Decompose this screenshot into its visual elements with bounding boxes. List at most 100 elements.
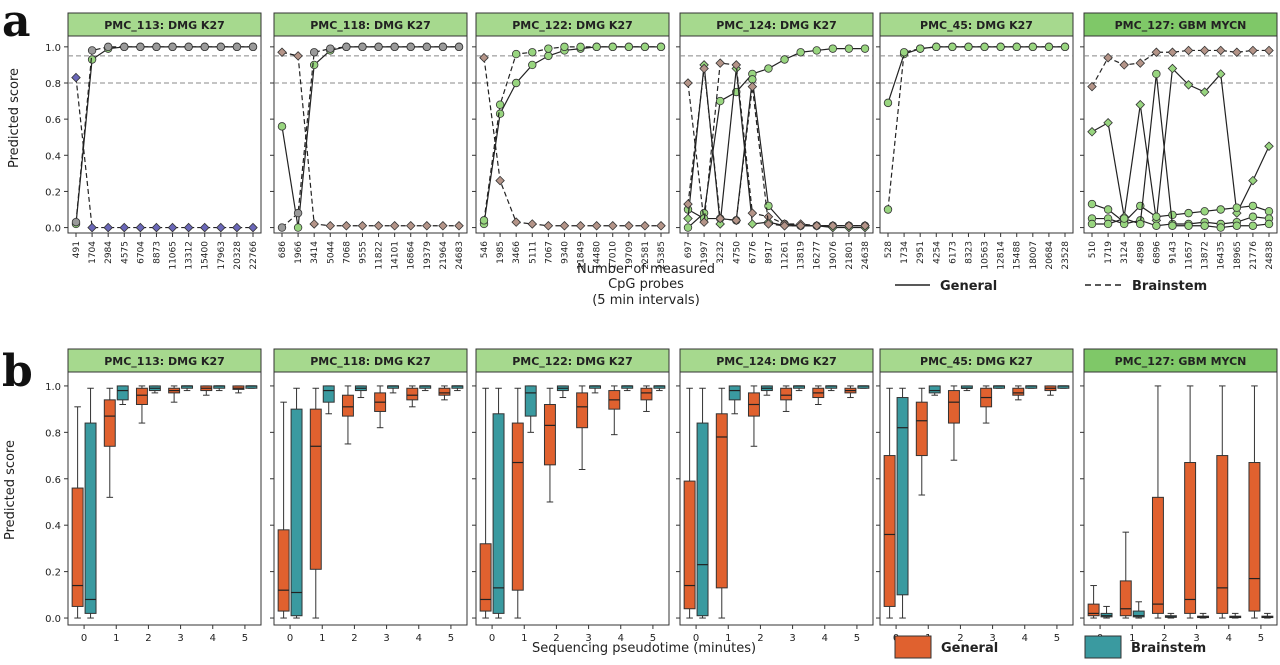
- legend-brainstem-label: Brainstem: [1132, 279, 1207, 294]
- data-point: [248, 222, 258, 233]
- x-tick-label: 1719: [1104, 241, 1114, 264]
- series-line: [1092, 73, 1270, 229]
- data-point: [1119, 60, 1129, 70]
- data-point: [1232, 47, 1242, 58]
- y-tick-label: 0.8: [45, 428, 61, 439]
- brainstem-box: [928, 385, 941, 394]
- x-tick-label: 6896: [1152, 241, 1162, 264]
- data-point: [277, 47, 287, 58]
- general-box: [479, 543, 492, 612]
- data-point: [357, 221, 368, 231]
- data-point: [607, 221, 618, 231]
- general-box: [103, 399, 116, 447]
- data-point: [996, 42, 1005, 52]
- x-tick-label: 11657: [1185, 241, 1195, 270]
- data-point: [216, 222, 226, 233]
- data-point: [1168, 210, 1177, 220]
- general-box: [1151, 496, 1164, 614]
- data-point: [390, 42, 399, 52]
- x-tick-label: 23528: [1061, 241, 1071, 270]
- data-point: [640, 221, 650, 231]
- data-point: [828, 44, 838, 53]
- data-point: [325, 221, 336, 231]
- data-point: [438, 221, 448, 231]
- series-line: [281, 51, 459, 227]
- facet-plot-frame: [879, 35, 1074, 234]
- x-tick-label: 18965: [1233, 241, 1243, 270]
- data-point: [1264, 141, 1274, 152]
- facet-plot-frame: [475, 35, 670, 234]
- data-point: [495, 100, 505, 109]
- y-tick-label: 0.0: [45, 224, 61, 235]
- x-tick-label: 6173: [948, 241, 958, 264]
- data-point: [232, 42, 242, 52]
- x-tick-label: 1: [113, 633, 119, 644]
- data-point: [640, 42, 650, 52]
- general-box: [438, 387, 451, 396]
- general-box: [1087, 603, 1100, 617]
- data-point: [1103, 219, 1113, 229]
- data-point: [1119, 214, 1129, 223]
- data-point: [277, 122, 287, 131]
- x-tick-label: 4898: [1136, 241, 1146, 264]
- general-box: [277, 529, 290, 612]
- data-point: [1152, 69, 1161, 79]
- x-tick-label: 9143: [1168, 241, 1178, 264]
- data-point: [915, 44, 925, 53]
- x-tick-label: 3: [585, 633, 591, 644]
- data-point: [511, 217, 521, 227]
- brainstem-box: [322, 385, 335, 403]
- x-tick-label: 4750: [732, 241, 742, 264]
- y-tick-label: 0.4: [45, 521, 61, 532]
- data-point: [624, 221, 634, 231]
- x-tick-label: 4: [618, 633, 624, 644]
- facet-plot-frame: [67, 35, 262, 234]
- data-point: [683, 223, 693, 232]
- data-point: [293, 208, 303, 218]
- data-point: [656, 221, 666, 231]
- data-point: [495, 175, 505, 186]
- y-tick-label: 0.8: [45, 79, 61, 90]
- y-tick-label: 0.4: [45, 151, 61, 162]
- x-tick-label: 2: [351, 633, 357, 644]
- facet-plot-frame: [273, 35, 468, 234]
- brainstem-box: [696, 422, 709, 617]
- series-line: [483, 46, 661, 225]
- data-point: [699, 63, 709, 74]
- data-point: [1200, 221, 1209, 230]
- data-point: [184, 42, 193, 52]
- x-tick-label: 1997: [700, 241, 710, 264]
- data-point: [373, 221, 384, 231]
- data-point: [135, 222, 146, 233]
- data-point: [341, 221, 352, 231]
- data-point: [624, 42, 634, 52]
- general-box: [406, 387, 419, 401]
- data-point: [844, 44, 854, 53]
- data-point: [883, 205, 893, 214]
- x-tick-label: 11065: [169, 241, 179, 270]
- data-point: [87, 46, 97, 55]
- panel-a-ylabel: Predicted score: [7, 68, 22, 168]
- x-tick-label: 13312: [185, 241, 195, 270]
- data-point: [528, 48, 537, 57]
- facet-plot-frame: [1083, 371, 1278, 626]
- x-tick-label: 5044: [326, 241, 336, 264]
- brainstem-box: [290, 408, 303, 617]
- series-line: [281, 46, 459, 228]
- data-point: [544, 44, 553, 53]
- data-point: [1183, 80, 1194, 90]
- x-tick-label: 21776: [1249, 241, 1259, 270]
- general-box: [915, 401, 928, 457]
- data-point: [1028, 42, 1038, 52]
- data-point: [656, 42, 666, 52]
- panel-b: PMC_113: DMG K27 0.0 0.2 0.4 0.6 0.8 1.0 0 1 2 3 4 5…: [45, 348, 1278, 644]
- data-point: [948, 42, 957, 52]
- x-tick-label: 9340: [560, 241, 570, 264]
- x-tick-label: 1: [319, 633, 325, 644]
- x-tick-label: 2: [553, 633, 559, 644]
- facet-title: PMC_113: DMG K27: [104, 19, 225, 32]
- data-point: [167, 222, 178, 233]
- data-point: [309, 48, 319, 57]
- data-point: [1199, 45, 1210, 56]
- series-line: [1091, 67, 1270, 221]
